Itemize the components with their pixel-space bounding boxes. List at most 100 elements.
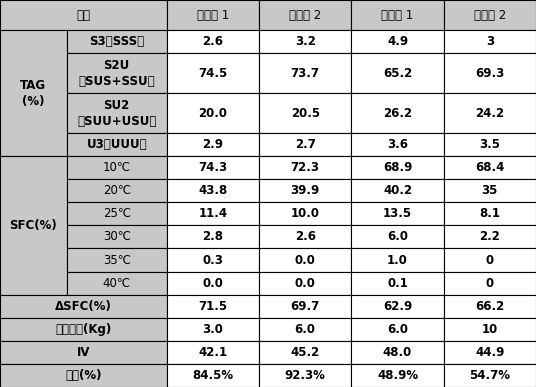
Text: S2U
（SUS+SSU）: S2U （SUS+SSU）: [78, 59, 155, 88]
Text: 20℃: 20℃: [103, 184, 131, 197]
Text: 2.8: 2.8: [203, 230, 224, 243]
Text: 54.7%: 54.7%: [470, 369, 510, 382]
Text: 10: 10: [482, 323, 498, 336]
Bar: [0, 318, 167, 341]
Bar: [0, 0, 167, 30]
Bar: [167, 364, 259, 387]
Text: 62.9: 62.9: [383, 300, 412, 313]
Bar: [0, 156, 66, 295]
Bar: [352, 0, 444, 30]
Bar: [444, 30, 536, 53]
Text: 0.3: 0.3: [203, 253, 224, 267]
Bar: [66, 179, 167, 202]
Bar: [352, 318, 444, 341]
Text: SU2
（SUU+USU）: SU2 （SUU+USU）: [77, 99, 157, 128]
Bar: [0, 364, 167, 387]
Bar: [444, 156, 536, 179]
Text: 48.0: 48.0: [383, 346, 412, 359]
Bar: [66, 248, 167, 272]
Text: 68.4: 68.4: [475, 161, 504, 174]
Bar: [259, 225, 352, 248]
Bar: [167, 248, 259, 272]
Bar: [352, 295, 444, 318]
Text: 42.1: 42.1: [198, 346, 227, 359]
Text: 6.0: 6.0: [387, 230, 408, 243]
Bar: [66, 272, 167, 295]
Bar: [66, 53, 167, 93]
Text: 69.3: 69.3: [475, 67, 504, 80]
Bar: [66, 133, 167, 156]
Bar: [352, 156, 444, 179]
Bar: [167, 295, 259, 318]
Text: 66.2: 66.2: [475, 300, 504, 313]
Bar: [259, 272, 352, 295]
Text: 35: 35: [482, 184, 498, 197]
Bar: [167, 225, 259, 248]
Text: 44.9: 44.9: [475, 346, 504, 359]
Bar: [444, 248, 536, 272]
Bar: [0, 30, 66, 156]
Text: 24.2: 24.2: [475, 107, 504, 120]
Text: 0.1: 0.1: [387, 277, 408, 289]
Bar: [167, 272, 259, 295]
Bar: [259, 53, 352, 93]
Text: 得率(%): 得率(%): [65, 369, 102, 382]
Text: 8.1: 8.1: [479, 207, 500, 220]
Bar: [444, 0, 536, 30]
Text: 0.0: 0.0: [295, 253, 316, 267]
Text: 0: 0: [486, 253, 494, 267]
Text: 20.0: 20.0: [198, 107, 227, 120]
Bar: [259, 202, 352, 225]
Bar: [352, 272, 444, 295]
Text: 3.5: 3.5: [479, 138, 500, 151]
Bar: [444, 318, 536, 341]
Text: 3: 3: [486, 35, 494, 48]
Text: 10℃: 10℃: [103, 161, 131, 174]
Text: 73.7: 73.7: [291, 67, 319, 80]
Text: 69.7: 69.7: [291, 300, 320, 313]
Text: 对比例 1: 对比例 1: [382, 9, 414, 22]
Text: ΔSFC(%): ΔSFC(%): [55, 300, 112, 313]
Text: 84.5%: 84.5%: [192, 369, 234, 382]
Text: S3（SSS）: S3（SSS）: [89, 35, 144, 48]
Text: 13.5: 13.5: [383, 207, 412, 220]
Bar: [66, 202, 167, 225]
Bar: [167, 156, 259, 179]
Text: 1.0: 1.0: [387, 253, 408, 267]
Text: 65.2: 65.2: [383, 67, 412, 80]
Bar: [66, 225, 167, 248]
Text: 39.9: 39.9: [291, 184, 320, 197]
Text: 35℃: 35℃: [103, 253, 131, 267]
Bar: [259, 364, 352, 387]
Text: 40℃: 40℃: [103, 277, 131, 289]
Bar: [259, 156, 352, 179]
Text: 原料: 原料: [76, 9, 91, 22]
Text: 2.6: 2.6: [295, 230, 316, 243]
Bar: [167, 53, 259, 93]
Bar: [167, 318, 259, 341]
Bar: [167, 179, 259, 202]
Text: 45.2: 45.2: [291, 346, 320, 359]
Bar: [444, 295, 536, 318]
Bar: [167, 202, 259, 225]
Text: 2.6: 2.6: [203, 35, 224, 48]
Bar: [352, 364, 444, 387]
Bar: [444, 202, 536, 225]
Bar: [259, 179, 352, 202]
Text: 10.0: 10.0: [291, 207, 319, 220]
Bar: [444, 272, 536, 295]
Bar: [352, 30, 444, 53]
Text: TAG
(%): TAG (%): [20, 79, 47, 108]
Text: 40.2: 40.2: [383, 184, 412, 197]
Bar: [259, 295, 352, 318]
Text: 0: 0: [486, 277, 494, 289]
Text: 25℃: 25℃: [103, 207, 131, 220]
Text: 3.2: 3.2: [295, 35, 316, 48]
Text: 3.0: 3.0: [203, 323, 224, 336]
Bar: [352, 133, 444, 156]
Bar: [352, 225, 444, 248]
Bar: [352, 179, 444, 202]
Bar: [167, 0, 259, 30]
Text: 0.0: 0.0: [203, 277, 224, 289]
Text: 20.5: 20.5: [291, 107, 320, 120]
